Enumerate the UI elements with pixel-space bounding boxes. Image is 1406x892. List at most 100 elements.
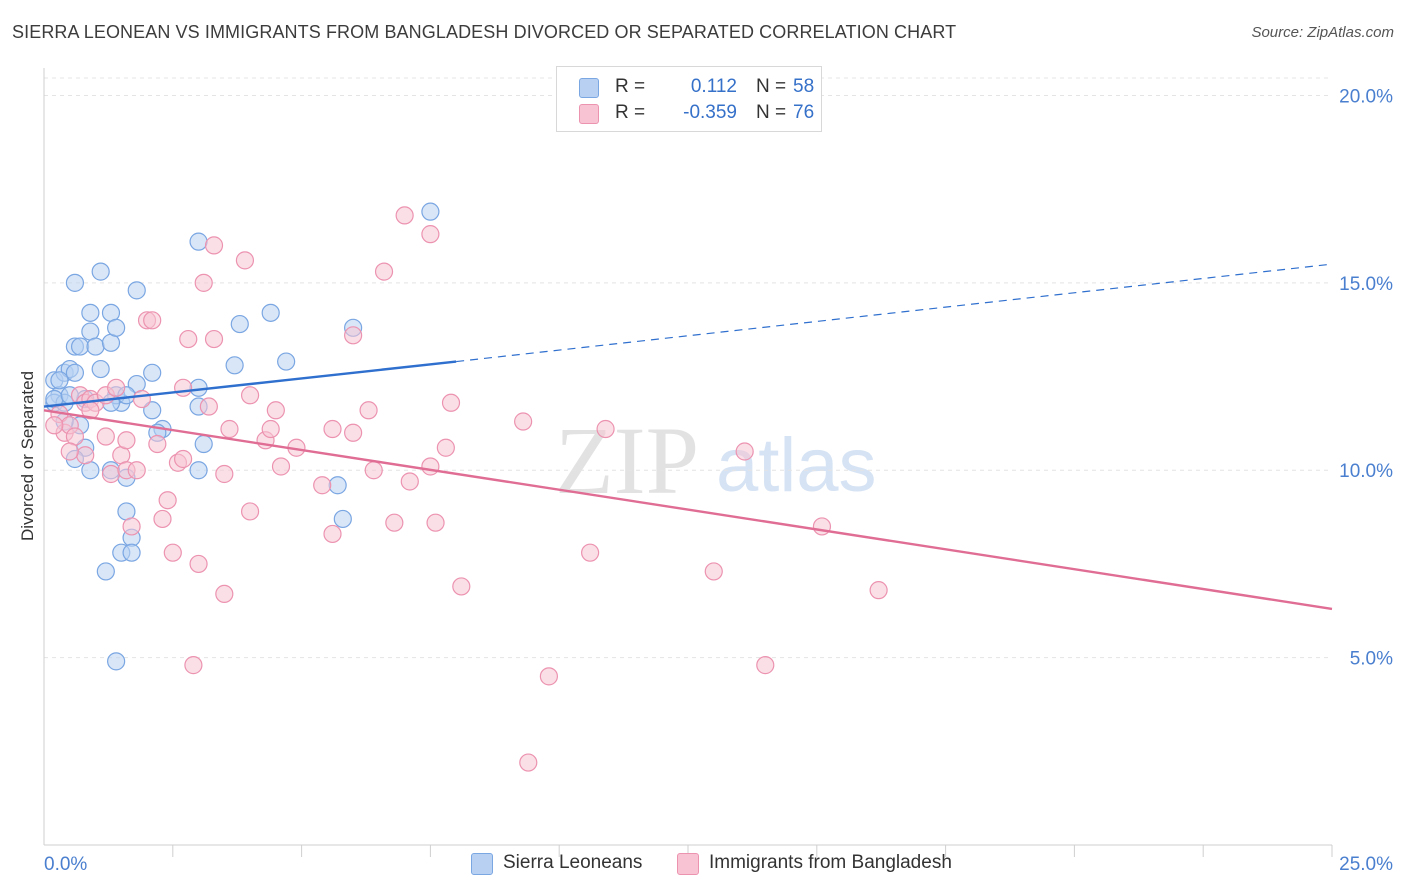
data-point (76, 446, 95, 465)
x-tick-marks (172, 845, 1333, 857)
data-point (215, 584, 234, 604)
trend-lines (43, 263, 1333, 611)
data-point (225, 356, 244, 375)
legend-r-value: 0.112 (690, 76, 737, 97)
data-point (127, 281, 146, 300)
data-point (199, 397, 218, 416)
data-point (220, 419, 239, 439)
data-point (756, 656, 775, 675)
chart-title: SIERRA LEONEAN VS IMMIGRANTS FROM BANGLA… (12, 22, 957, 42)
data-point (45, 416, 64, 435)
data-point (204, 236, 224, 255)
data-point (344, 423, 363, 442)
data-point (122, 543, 141, 562)
series-legend-swatch (471, 853, 493, 875)
legend-swatch-blue (579, 78, 599, 98)
data-point (143, 311, 162, 330)
legend-r-label: R = (615, 102, 646, 123)
data-point (184, 656, 203, 675)
data-point (107, 378, 126, 397)
data-point (323, 419, 342, 439)
data-point (519, 753, 538, 772)
data-point (86, 337, 105, 356)
x-axis: 0.0% 25.0% (44, 844, 1393, 875)
data-point (122, 517, 141, 536)
data-point (91, 359, 110, 379)
data-point (436, 438, 455, 457)
data-point (148, 434, 167, 454)
data-point (194, 273, 213, 292)
data-point (735, 442, 754, 461)
data-point (400, 472, 419, 491)
data-point (333, 509, 352, 529)
series-legend-swatch (677, 853, 699, 875)
series-legend-label: Immigrants from Bangladesh (709, 852, 952, 873)
data-point (421, 202, 440, 221)
data-point (132, 389, 151, 409)
data-point (174, 449, 193, 469)
data-point (421, 225, 440, 244)
data-point (395, 206, 414, 225)
data-point (143, 401, 162, 420)
data-point (313, 476, 332, 495)
data-point (374, 262, 394, 281)
data-point (107, 652, 126, 671)
data-point (271, 457, 291, 476)
data-point (96, 562, 115, 581)
data-point (163, 543, 182, 562)
data-point (81, 303, 100, 322)
data-point (117, 431, 136, 450)
data-point (215, 464, 234, 484)
data-point (91, 262, 110, 281)
trend-line (43, 360, 457, 408)
data-point (514, 412, 533, 431)
data-point (581, 543, 600, 562)
y-tick-label: 15.0% (1339, 274, 1393, 295)
y-axis-label: Divorced or Separated (18, 371, 37, 541)
watermark-atlas: atlas (716, 423, 877, 508)
y-tick-label: 5.0% (1350, 649, 1393, 670)
data-point (441, 393, 461, 412)
watermark: ZIP atlas (555, 407, 877, 514)
data-point (426, 513, 445, 532)
y-tick-label: 20.0% (1339, 86, 1393, 107)
data-point (127, 461, 146, 480)
data-point (328, 476, 347, 495)
data-point (869, 581, 888, 600)
trend-line (43, 409, 1333, 611)
y-tick-labels: 5.0% 10.0% 15.0% 20.0% (1339, 86, 1393, 669)
data-point (194, 434, 213, 454)
legend-r-label: R = (615, 76, 646, 97)
data-point (189, 378, 208, 397)
x-tick-label-max: 25.0% (1339, 854, 1393, 875)
legend-n-value: 58 (793, 76, 815, 97)
data-point (704, 562, 723, 581)
data-point (204, 329, 224, 349)
data-point (385, 513, 404, 532)
data-point (359, 401, 378, 420)
data-point (107, 318, 126, 337)
data-point (364, 461, 383, 480)
source-credit: Source: ZipAtlas.com (1251, 24, 1394, 41)
legend-swatch-pink (579, 104, 599, 124)
data-point (812, 517, 832, 536)
data-point (65, 273, 85, 292)
data-point (421, 457, 440, 476)
y-tick-label: 10.0% (1339, 461, 1393, 482)
watermark-zip: ZIP (555, 407, 699, 514)
data-point (452, 577, 471, 596)
data-point (344, 326, 363, 345)
data-point (323, 524, 342, 544)
series-legend-label: Sierra Leoneans (503, 852, 643, 873)
data-point (158, 491, 177, 510)
data-point (235, 251, 255, 270)
data-point (240, 502, 260, 521)
data-point (240, 386, 260, 405)
data-point (189, 554, 208, 574)
data-point (189, 461, 208, 480)
data-point (101, 464, 121, 484)
data-point (60, 442, 79, 461)
legend-n-value: 76 (793, 102, 815, 123)
legend-r-value: -0.359 (683, 102, 737, 123)
